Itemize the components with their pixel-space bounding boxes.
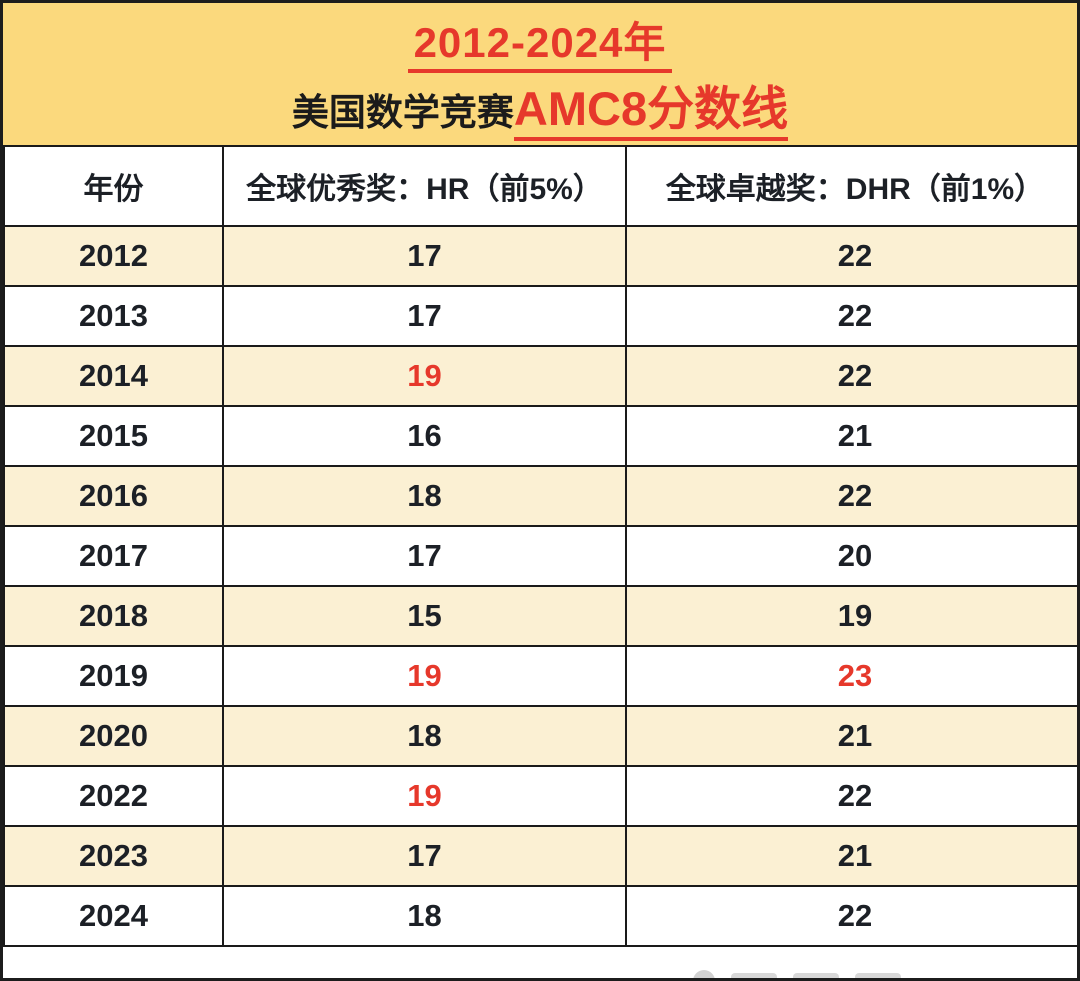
score-table: 年份 全球优秀奖：HR（前5%） 全球卓越奖：DHR（前1%） 2012 17 22… [3,145,1077,947]
dhr-score-cell: 22 [625,345,1077,407]
table-row: 2019 19 23 [3,645,1077,707]
title-years: 2012-2024年 [407,22,673,73]
table-body: 2012 17 22 2013 17 22 2014 19 22 2015 16 21 2016 18 22… [3,225,1077,947]
table-row: 2024 18 22 [3,885,1077,947]
year-cell: 2017 [3,525,224,587]
hr-score-cell: 17 [222,825,627,887]
hr-score-cell: 17 [222,525,627,587]
hr-score-cell: 16 [222,405,627,467]
year-cell: 2012 [3,225,224,287]
year-cell: 2013 [3,285,224,347]
watermark [693,970,901,978]
hr-score-cell: 18 [222,465,627,527]
table-row: 2018 15 19 [3,585,1077,647]
table-row: 2022 19 22 [3,765,1077,827]
watermark-logo-icon [693,970,715,978]
header-dhr: 全球卓越奖：DHR（前1%） [625,145,1077,227]
hr-score-cell: 18 [222,885,627,947]
watermark-text-fragment [855,973,901,978]
dhr-score-cell: 20 [625,525,1077,587]
dhr-score-cell: 22 [625,225,1077,287]
title-subtitle: 美国数学竞赛AMC8分数线 [291,82,789,141]
table-row: 2016 18 22 [3,465,1077,527]
table-row: 2015 16 21 [3,405,1077,467]
title-subtitle-red: AMC8分数线 [513,82,789,141]
hr-score-cell: 17 [222,225,627,287]
table-row: 2014 19 22 [3,345,1077,407]
dhr-score-cell: 22 [625,885,1077,947]
dhr-score-cell: 22 [625,285,1077,347]
watermark-text-fragment [731,973,777,978]
year-cell: 2019 [3,645,224,707]
year-cell: 2022 [3,765,224,827]
header-year: 年份 [3,145,224,227]
dhr-score-cell: 22 [625,765,1077,827]
hr-score-cell: 17 [222,285,627,347]
header-hr: 全球优秀奖：HR（前5%） [222,145,627,227]
year-cell: 2014 [3,345,224,407]
title-subtitle-black: 美国数学竞赛 [291,92,514,133]
hr-score-cell: 15 [222,585,627,647]
year-cell: 2020 [3,705,224,767]
table-row: 2012 17 22 [3,225,1077,287]
watermark-text-fragment [793,973,839,978]
year-cell: 2024 [3,885,224,947]
title-banner: 2012-2024年 美国数学竞赛AMC8分数线 [3,3,1077,145]
dhr-score-cell: 21 [625,825,1077,887]
year-cell: 2015 [3,405,224,467]
table-row: 2013 17 22 [3,285,1077,347]
hr-score-cell: 19 [222,345,627,407]
year-cell: 2023 [3,825,224,887]
hr-score-cell: 19 [222,765,627,827]
year-cell: 2016 [3,465,224,527]
table-row: 2017 17 20 [3,525,1077,587]
table-row: 2020 18 21 [3,705,1077,767]
dhr-score-cell: 23 [625,645,1077,707]
year-cell: 2018 [3,585,224,647]
dhr-score-cell: 19 [625,585,1077,647]
dhr-score-cell: 21 [625,405,1077,467]
dhr-score-cell: 21 [625,705,1077,767]
table-row: 2023 17 21 [3,825,1077,887]
hr-score-cell: 18 [222,705,627,767]
dhr-score-cell: 22 [625,465,1077,527]
table-header-row: 年份 全球优秀奖：HR（前5%） 全球卓越奖：DHR（前1%） [3,145,1077,227]
hr-score-cell: 19 [222,645,627,707]
